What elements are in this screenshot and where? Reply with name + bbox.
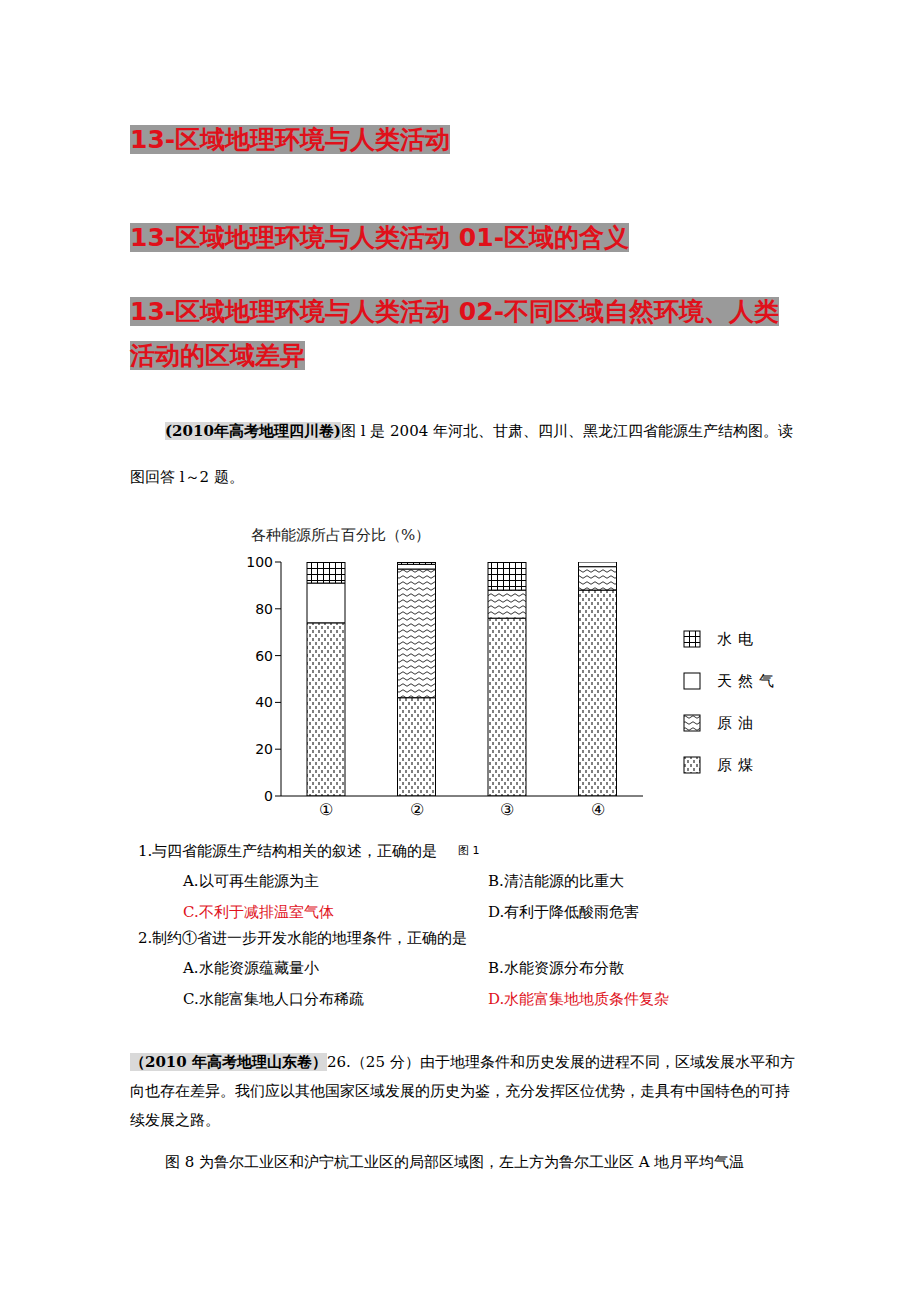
html-text:13-区域地理环境与人类活动 01-区域的含义: 13-区域地理环境与人类活动 01-区域的含义 xyxy=(130,223,629,252)
svg-text:100: 100 xyxy=(246,554,273,570)
svg-text:④: ④ xyxy=(591,800,605,819)
html-text:C.水能富集地人口分布稀疏: C.水能富集地人口分布稀疏 xyxy=(183,990,364,1008)
svg-text:40: 40 xyxy=(255,694,273,710)
html-text:水电: 水电 xyxy=(717,629,759,648)
html-text:（2010 年高考地理山东卷）26.（25 分）由于地理条件: （2010 年高考地理山东卷）26.（25 分）由于地理条件和历史发展的进程不同… xyxy=(130,1053,795,1129)
svg-text:20: 20 xyxy=(255,741,273,757)
html-text:图 8 为鲁尔工业区和沪宁杭工业区的局部区域图，左上方为鲁尔: 图 8 为鲁尔工业区和沪宁杭工业区的局部区域图，左上方为鲁尔工业区 A 地月平均… xyxy=(165,1153,745,1171)
svg-text:①: ① xyxy=(319,800,333,819)
svg-text:②: ② xyxy=(410,800,424,819)
html-text:2.制约①省进一步开发水能的地理条件，正确的是: 2.制约①省进一步开发水能的地理条件，正确的是 xyxy=(138,929,468,947)
html-text:各种能源所占百分比（%）: 各种能源所占百分比（%） xyxy=(251,526,431,544)
html-text:原煤: 原煤 xyxy=(717,755,759,774)
html-text:(2010年高考地理四川卷)图 l 是 2004 年河北、甘: (2010年高考地理四川卷)图 l 是 2004 年河北、甘肃、四川、黑龙江四省… xyxy=(130,422,793,486)
html-text:图 1: 图 1 xyxy=(458,844,480,857)
html-text:天然气: 天然气 xyxy=(717,671,780,690)
svg-text:③: ③ xyxy=(500,800,514,819)
html-text:D.有利于降低酸雨危害: D.有利于降低酸雨危害 xyxy=(488,903,640,921)
html-text:13-区域地理环境与人类活动 02-不同区域自然环境、人类活: 13-区域地理环境与人类活动 02-不同区域自然环境、人类活动的区域差异 xyxy=(130,297,779,370)
html-text:B.清洁能源的比重大: B.清洁能源的比重大 xyxy=(488,872,624,890)
html-text:1.与四省能源生产结构相关的叙述，正确的是: 1.与四省能源生产结构相关的叙述，正确的是 xyxy=(138,842,438,860)
html-text:13-区域地理环境与人类活动: 13-区域地理环境与人类活动 xyxy=(130,125,451,154)
html-text:C.不利于减排温室气体: C.不利于减排温室气体 xyxy=(183,903,334,921)
html-text:A.以可再生能源为主: A.以可再生能源为主 xyxy=(183,872,319,890)
svg-text:60: 60 xyxy=(255,648,273,664)
svg-text:0: 0 xyxy=(264,788,273,804)
svg-text:80: 80 xyxy=(255,601,273,617)
html-text:D.水能富集地地质条件复杂: D.水能富集地地质条件复杂 xyxy=(488,990,670,1008)
html-text:A.水能资源蕴藏量小: A.水能资源蕴藏量小 xyxy=(183,959,319,977)
html-text:B.水能资源分布分散: B.水能资源分布分散 xyxy=(488,959,624,977)
html-text:原油: 原油 xyxy=(717,713,759,732)
